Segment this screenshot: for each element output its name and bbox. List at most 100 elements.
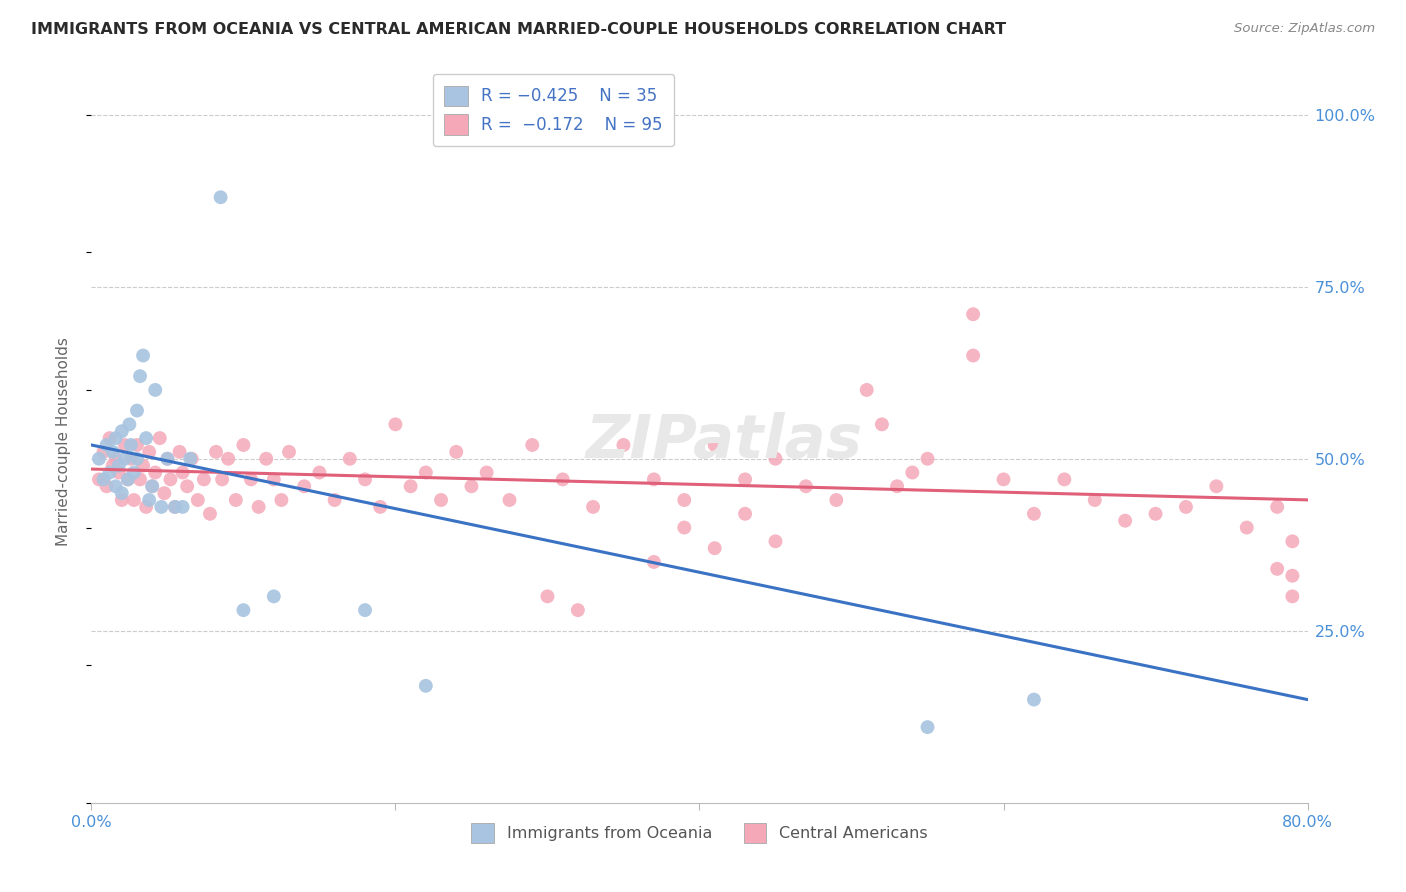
Point (143, 383, 166, 397)
Point (308, 466, 330, 480)
Point (217, 451, 239, 466)
Point (1022, 692, 1045, 706)
Point (498, 493, 520, 508)
Point (1281, 590, 1303, 604)
Point (114, 438, 136, 452)
Point (734, 472, 756, 486)
Point (98, 466, 121, 480)
Point (107, 458, 129, 473)
Point (1281, 534, 1303, 549)
Point (263, 590, 285, 604)
Point (163, 500, 186, 514)
Point (111, 493, 134, 508)
Point (193, 472, 215, 486)
Point (673, 493, 696, 508)
Point (232, 438, 254, 452)
Point (153, 486, 176, 500)
Point (582, 500, 605, 514)
Point (917, 451, 939, 466)
Point (93, 445, 115, 459)
Point (143, 466, 166, 480)
Point (232, 603, 254, 617)
Point (180, 451, 202, 466)
Point (225, 493, 247, 508)
Point (132, 458, 155, 473)
Point (209, 190, 232, 204)
Point (962, 307, 984, 321)
Point (430, 493, 453, 508)
Point (135, 431, 157, 445)
Point (1281, 568, 1303, 582)
Point (415, 679, 437, 693)
Point (101, 458, 124, 473)
Point (825, 493, 848, 508)
Point (1265, 562, 1288, 576)
Point (323, 493, 346, 508)
Point (1022, 507, 1045, 521)
Point (1084, 493, 1107, 508)
Point (179, 451, 201, 466)
Point (384, 417, 406, 432)
Point (962, 349, 984, 363)
Point (1174, 500, 1197, 514)
Point (159, 472, 181, 486)
Point (1236, 520, 1258, 534)
Point (117, 472, 139, 486)
Point (187, 493, 209, 508)
Point (114, 451, 136, 466)
Point (198, 507, 221, 521)
Point (254, 451, 277, 466)
Y-axis label: Married-couple Households: Married-couple Households (56, 337, 70, 546)
Point (612, 438, 634, 452)
Point (125, 438, 148, 452)
Point (1114, 514, 1136, 528)
Point (141, 479, 163, 493)
Point (104, 451, 127, 466)
Point (886, 479, 908, 493)
Point (156, 451, 179, 466)
Point (138, 445, 160, 459)
Point (263, 472, 285, 486)
Point (339, 451, 361, 466)
Point (247, 500, 270, 514)
Point (117, 472, 139, 486)
Point (551, 472, 574, 486)
Point (460, 479, 482, 493)
Point (104, 431, 127, 445)
Point (673, 520, 696, 534)
Point (270, 493, 292, 508)
Point (122, 493, 145, 508)
Point (368, 500, 391, 514)
Point (176, 479, 198, 493)
Point (1205, 479, 1227, 493)
Point (765, 534, 787, 549)
Point (415, 466, 437, 480)
Legend: Immigrants from Oceania, Central Americans: Immigrants from Oceania, Central America… (465, 817, 934, 849)
Point (93, 472, 115, 486)
Point (101, 445, 124, 459)
Point (120, 438, 142, 452)
Point (111, 424, 134, 438)
Point (135, 500, 157, 514)
Point (643, 555, 665, 569)
Point (240, 472, 263, 486)
Point (703, 438, 725, 452)
Point (399, 479, 422, 493)
Point (138, 493, 160, 508)
Point (870, 417, 893, 432)
Point (125, 451, 148, 466)
Point (172, 500, 194, 514)
Point (354, 603, 377, 617)
Point (156, 451, 179, 466)
Point (172, 466, 194, 480)
Point (169, 445, 191, 459)
Point (87, 472, 110, 486)
Point (1265, 500, 1288, 514)
Point (993, 472, 1015, 486)
Point (444, 445, 467, 459)
Text: IMMIGRANTS FROM OCEANIA VS CENTRAL AMERICAN MARRIED-COUPLE HOUSEHOLDS CORRELATIO: IMMIGRANTS FROM OCEANIA VS CENTRAL AMERI… (31, 22, 1007, 37)
Point (163, 500, 186, 514)
Point (567, 603, 589, 617)
Point (129, 472, 152, 486)
Point (96, 479, 118, 493)
